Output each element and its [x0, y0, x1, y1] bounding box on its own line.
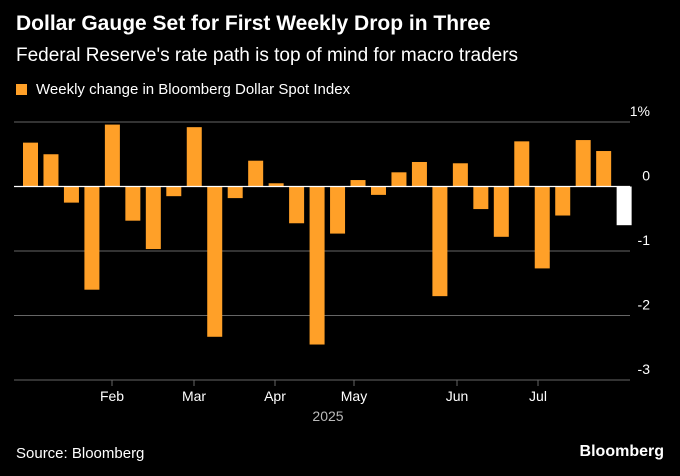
- bar: [575, 140, 591, 187]
- bar: [596, 151, 612, 187]
- source-note: Source: Bloomberg: [16, 445, 145, 462]
- y-tick-label: -3: [638, 361, 651, 377]
- x-tick-label: Jun: [446, 388, 469, 404]
- x-tick-label: Apr: [264, 388, 286, 404]
- chart-legend: Weekly change in Bloomberg Dollar Spot I…: [16, 81, 350, 98]
- bar: [227, 186, 243, 199]
- bar: [84, 186, 100, 290]
- brand-logo: Bloomberg: [579, 443, 664, 460]
- bar: [207, 186, 223, 337]
- bar: [145, 186, 161, 250]
- x-tick-label: Mar: [182, 388, 206, 404]
- bar: [350, 180, 366, 187]
- bar: [411, 161, 427, 187]
- x-tick-label: May: [341, 388, 367, 404]
- chart-subtitle: Federal Reserve's rate path is top of mi…: [16, 45, 519, 66]
- y-tick-label: -2: [638, 297, 651, 313]
- y-tick-label: -1: [638, 232, 651, 248]
- bar: [186, 127, 202, 187]
- bar: [534, 186, 550, 269]
- y-tick-label: 0: [642, 168, 650, 184]
- bar: [370, 186, 386, 195]
- bar: [473, 186, 489, 210]
- bar: [23, 142, 38, 187]
- bar: [452, 163, 468, 187]
- bar: [555, 186, 571, 216]
- bar: [268, 183, 284, 187]
- legend-label: Weekly change in Bloomberg Dollar Spot I…: [36, 81, 351, 98]
- bar: [43, 154, 59, 187]
- bar: [309, 186, 325, 345]
- bar: [104, 124, 120, 187]
- bar: [391, 172, 407, 187]
- legend-swatch: [16, 84, 27, 95]
- x-tick-label: Feb: [100, 388, 124, 404]
- x-tick-label: Jul: [529, 388, 547, 404]
- bar: [248, 160, 264, 187]
- x-year-label: 2025: [312, 408, 343, 424]
- bar: [432, 186, 448, 297]
- bar: [616, 186, 632, 226]
- y-tick-label: 1%: [630, 103, 650, 119]
- bar: [330, 186, 346, 234]
- bar: [514, 141, 530, 187]
- bar: [493, 186, 509, 237]
- bar: [63, 186, 79, 203]
- bar: [289, 186, 305, 224]
- bar: [166, 186, 182, 197]
- bar: [125, 186, 141, 221]
- chart-title: Dollar Gauge Set for First Weekly Drop i…: [16, 12, 491, 35]
